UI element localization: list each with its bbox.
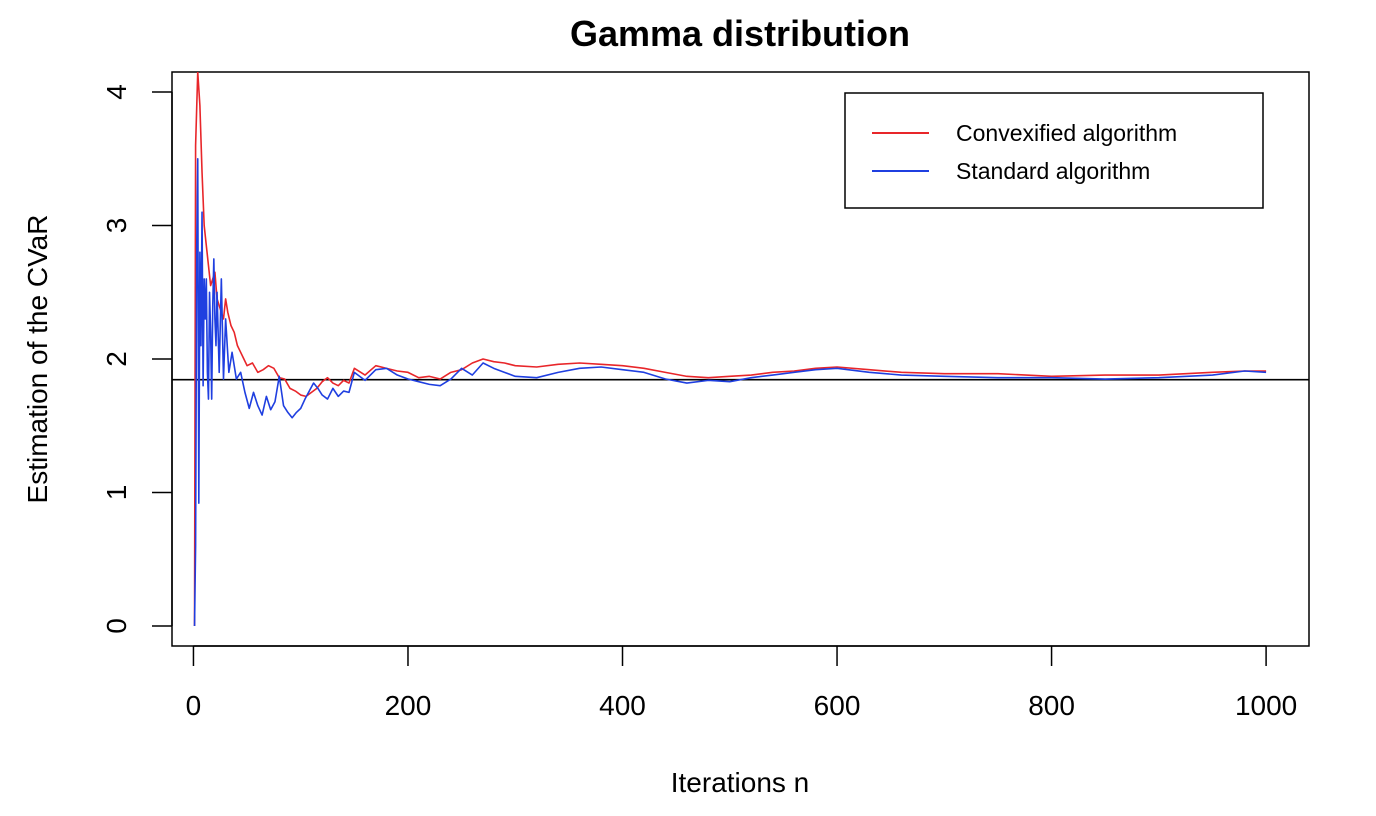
series-line-standard (193, 157, 1267, 626)
x-tick-label: 200 (385, 690, 432, 721)
chart-title: Gamma distribution (570, 13, 910, 54)
y-tick-label: 3 (101, 218, 132, 234)
legend: Convexified algorithm Standard algorithm (844, 92, 1264, 209)
x-tick-label: 600 (814, 690, 861, 721)
y-axis-label: Estimation of the CVaR (22, 215, 53, 504)
y-tick-label: 1 (101, 485, 132, 501)
x-tick-label: 400 (599, 690, 646, 721)
legend-label-convexified: Convexified algorithm (956, 120, 1177, 146)
legend-box (844, 92, 1264, 209)
x-tick-label: 1000 (1235, 690, 1297, 721)
y-tick-label: 4 (101, 84, 132, 100)
plot-area (172, 72, 1309, 626)
x-axis-label: Iterations n (671, 767, 810, 798)
y-tick-label: 2 (101, 351, 132, 367)
y-axis: 0 1 2 3 4 (101, 84, 173, 634)
x-axis: 0 200 400 600 800 1000 (186, 645, 1297, 721)
legend-label-standard: Standard algorithm (956, 158, 1150, 184)
x-tick-label: 0 (186, 690, 202, 721)
y-tick-label: 0 (101, 618, 132, 634)
x-tick-label: 800 (1028, 690, 1075, 721)
